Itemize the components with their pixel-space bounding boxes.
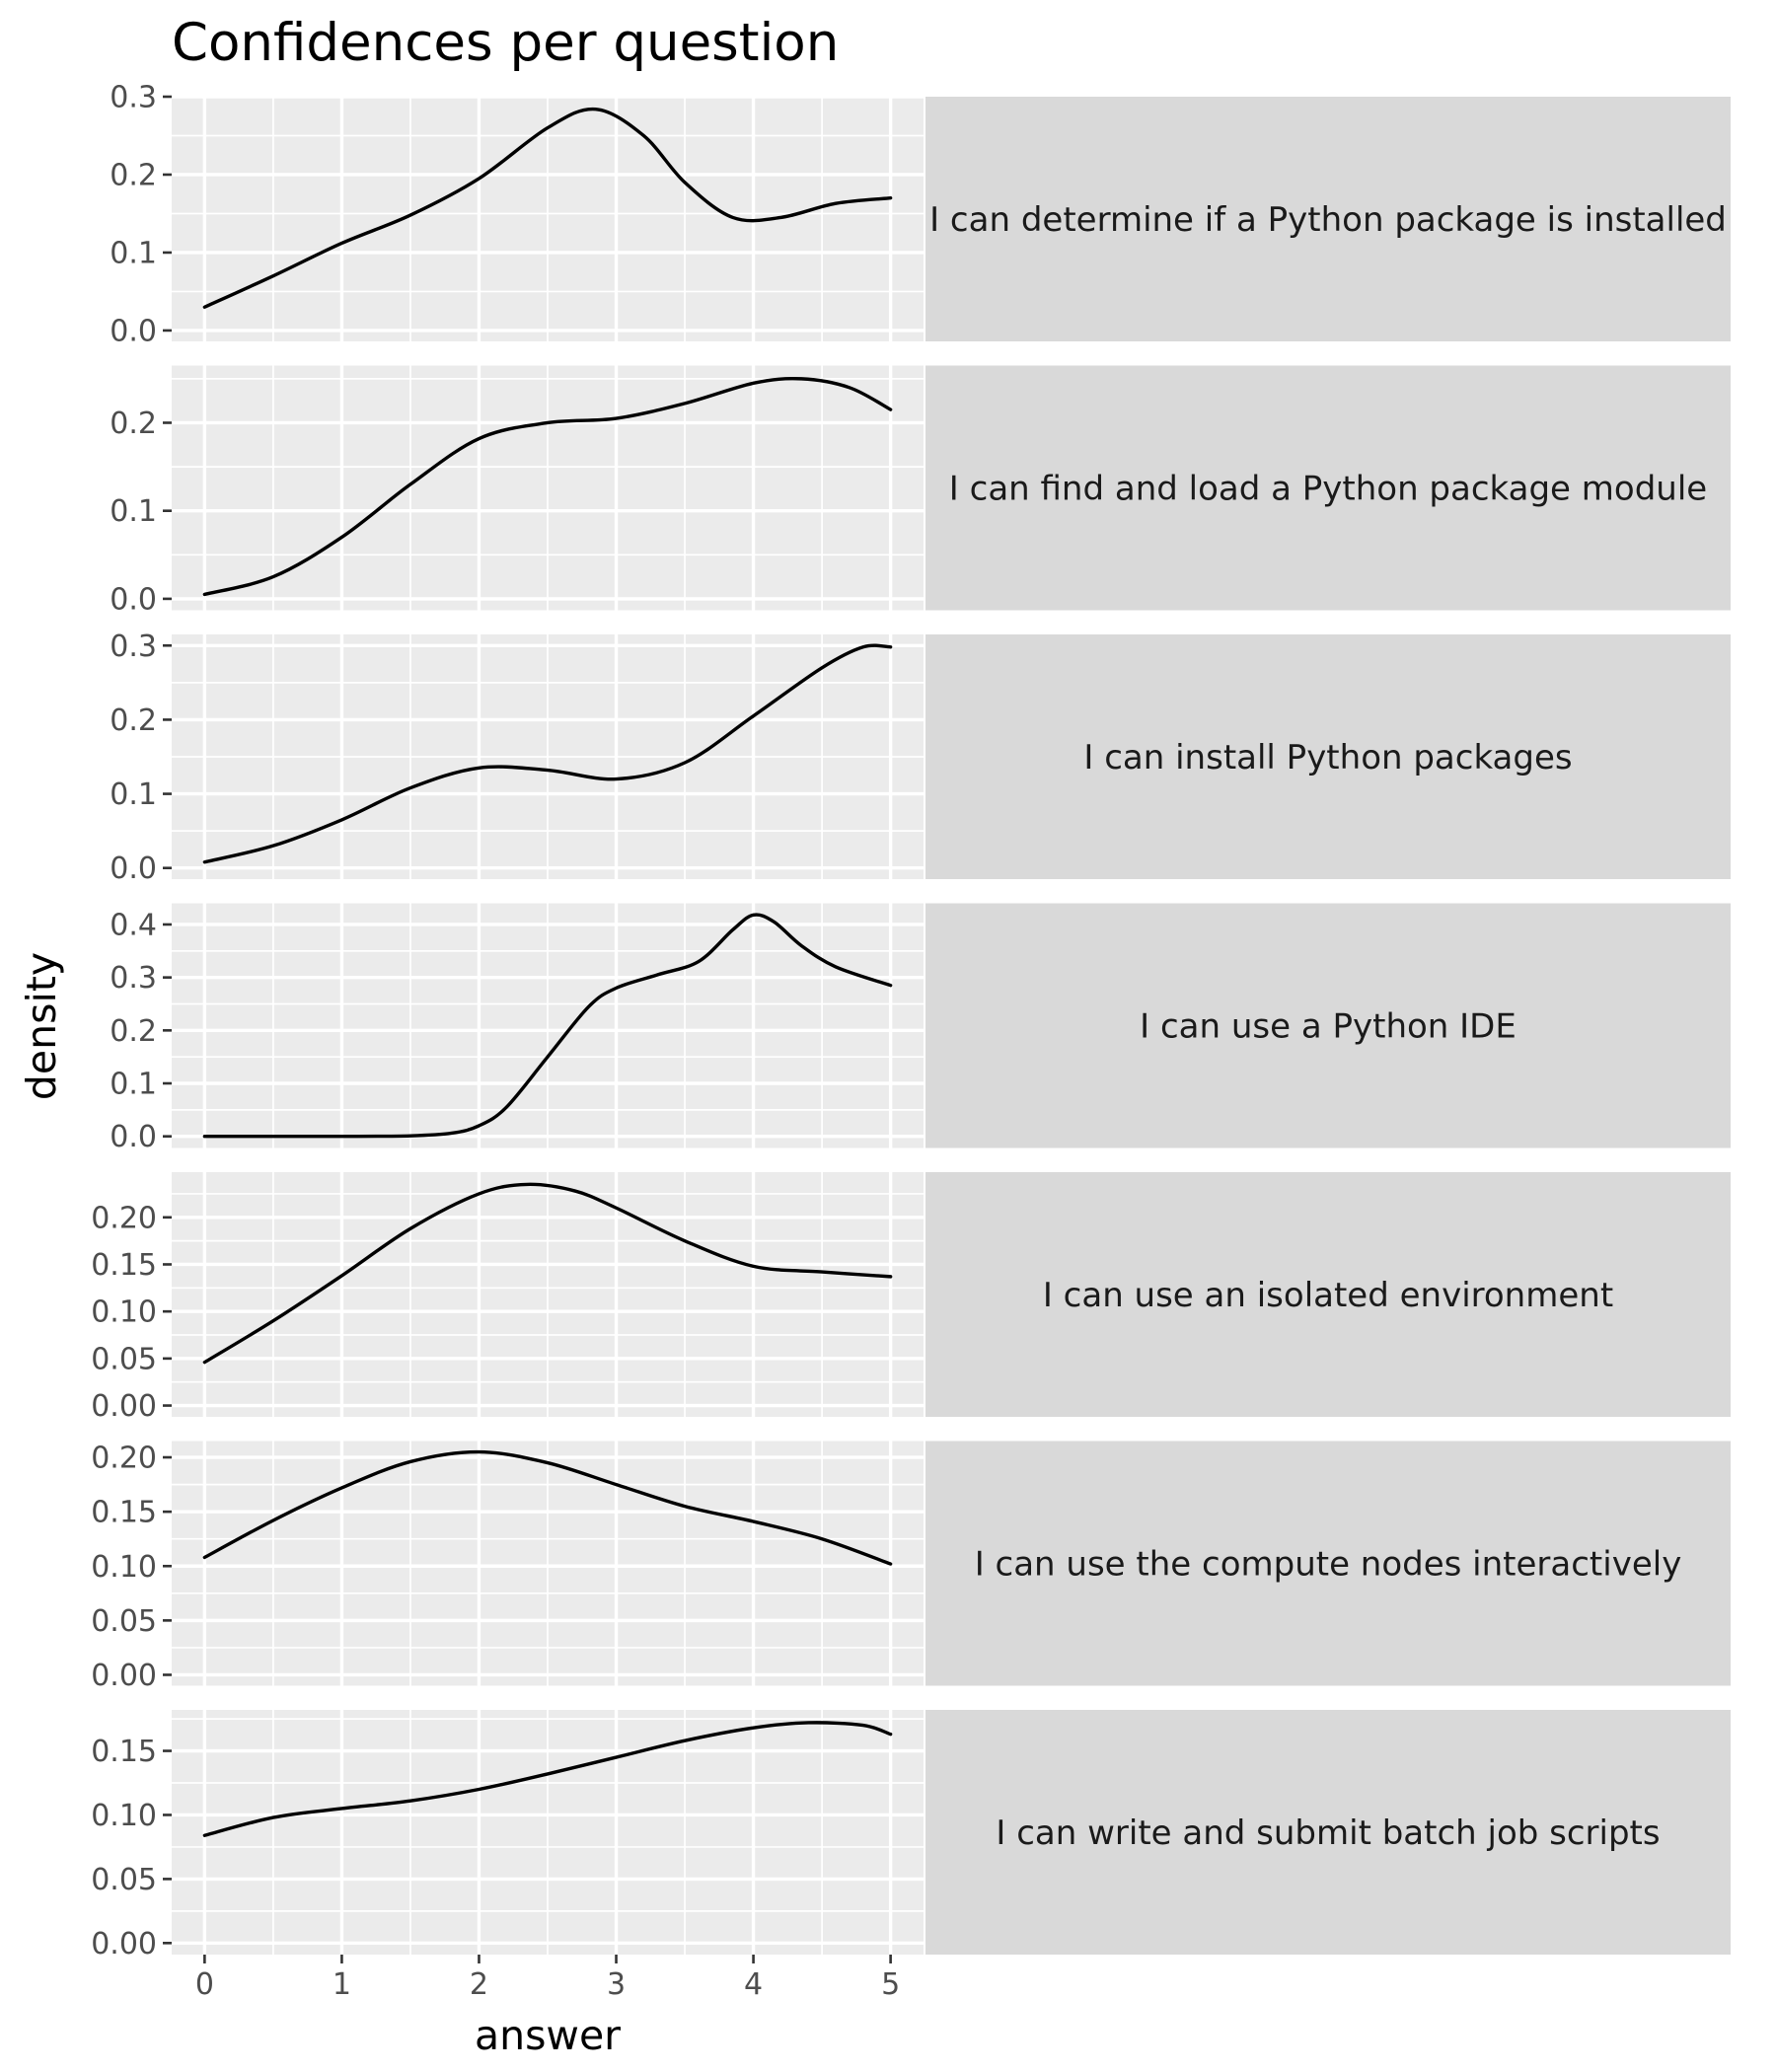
facet-strip-label: I can determine if a Python package is i…	[929, 200, 1727, 240]
y-tick-label: 0.05	[91, 1604, 157, 1639]
y-tick-label: 0.20	[91, 1201, 157, 1235]
y-tick-label: 0.0	[110, 1120, 157, 1154]
y-tick-label: 0.00	[91, 1389, 157, 1424]
y-tick-label: 0.3	[110, 629, 157, 664]
density-curve	[202, 376, 893, 597]
y-tick-label: 0.10	[91, 1799, 157, 1833]
facet-panel-1: 0.0 0.1 0.2 0.3 I can determine if a Python …	[110, 81, 1731, 348]
x-tick-label: 4	[744, 1967, 763, 2002]
facet-strip	[925, 1172, 1731, 1417]
x-axis-title: answer	[475, 2012, 621, 2059]
density-curve	[202, 107, 893, 309]
y-tick-label: 0.10	[91, 1550, 157, 1585]
y-tick-label: 0.0	[110, 851, 157, 886]
y-tick-label: 0.00	[91, 1659, 157, 1693]
facet-strip-label: I can use the compute nodes interactivel…	[975, 1545, 1682, 1585]
y-tick-label: 0.15	[91, 1735, 157, 1769]
y-tick-label: 0.1	[110, 236, 157, 270]
x-tick-label: 3	[607, 1967, 626, 2002]
y-tick-label: 0.1	[110, 777, 157, 812]
facet-strip-label: I can find and load a Python package mod…	[949, 470, 1707, 509]
facet-strip	[925, 365, 1731, 611]
x-axis: 0 1 2 3 4 5	[195, 1955, 900, 2002]
y-tick-label: 0.0	[110, 582, 157, 617]
x-tick-label: 1	[333, 1967, 351, 2002]
density-curve	[202, 1182, 893, 1365]
facet-strip	[925, 1710, 1731, 1955]
facet-strip-label: I can use an isolated environment	[1043, 1276, 1613, 1315]
y-tick-label: 0.00	[91, 1927, 157, 1961]
chart-title: Confidences per question	[172, 13, 839, 73]
y-tick-label: 0.2	[110, 703, 157, 738]
y-tick-label: 0.3	[110, 961, 157, 996]
density-curve	[202, 1721, 893, 1837]
y-tick-label: 0.1	[110, 494, 157, 529]
facet-strip-label: I can write and submit batch job scripts	[996, 1813, 1660, 1853]
y-tick-label: 0.10	[91, 1295, 157, 1330]
facet-panel-6: 0.00 0.05 0.10 0.15 0.20 I can use the comput…	[91, 1441, 1731, 1693]
facet-panel-3: 0.0 0.1 0.2 0.3 I can install Python package…	[110, 629, 1731, 886]
y-tick-label: 0.20	[91, 1442, 157, 1476]
facet-panels: 0.0 0.1 0.2 0.3 I can determine if a Python …	[91, 81, 1731, 1961]
y-tick-label: 0.3	[110, 81, 157, 115]
facet-panel-5: 0.00 0.05 0.10 0.15 0.20 I can use an isolate…	[91, 1172, 1731, 1424]
x-tick-label: 2	[470, 1967, 488, 2002]
y-tick-label: 0.1	[110, 1068, 157, 1102]
facet-strip	[925, 903, 1731, 1148]
y-tick-label: 0.15	[91, 1496, 157, 1530]
density-curve	[202, 913, 893, 1139]
y-tick-label: 0.2	[110, 158, 157, 192]
y-tick-label: 0.4	[110, 908, 157, 942]
facet-panel-4: 0.0 0.1 0.2 0.3 0.4 I can use a Python IDE	[110, 903, 1731, 1154]
y-tick-label: 0.15	[91, 1248, 157, 1283]
facet-panel-2: 0.0 0.1 0.2 I can find and load a Python pa…	[110, 365, 1731, 617]
facet-strip-label: I can install Python packages	[1083, 738, 1572, 777]
y-axis-title: density	[18, 952, 65, 1100]
density-curve	[202, 643, 893, 864]
facet-strip	[925, 1441, 1731, 1686]
facet-strip-label: I can use a Python IDE	[1140, 1007, 1517, 1047]
y-tick-label: 0.2	[110, 407, 157, 441]
facet-strip	[925, 634, 1731, 879]
y-tick-label: 0.05	[91, 1863, 157, 1897]
y-tick-label: 0.05	[91, 1342, 157, 1376]
density-curve	[202, 1449, 893, 1566]
facet-strip	[925, 97, 1731, 341]
y-tick-label: 0.0	[110, 314, 157, 348]
x-tick-label: 0	[195, 1967, 214, 2002]
facet-panel-7: 0.00 0.05 0.10 0.15 I can write and submit b…	[91, 1710, 1731, 1961]
x-tick-label: 5	[881, 1967, 900, 2002]
y-tick-label: 0.2	[110, 1014, 157, 1049]
